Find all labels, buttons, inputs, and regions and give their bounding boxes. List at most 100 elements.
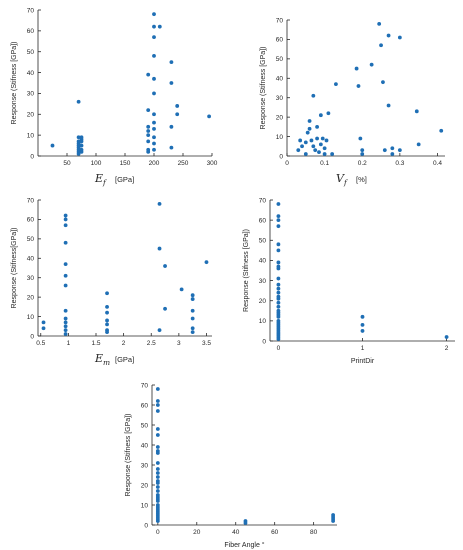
data-point: [360, 329, 365, 333]
data-point: [190, 316, 195, 321]
data-point: [303, 152, 308, 156]
data-point: [318, 113, 323, 118]
data-point: [76, 135, 81, 140]
data-point: [155, 427, 160, 431]
data-point: [155, 451, 160, 455]
data-point: [155, 399, 160, 403]
data-point: [169, 81, 174, 85]
data-point: [63, 320, 68, 325]
data-point: [152, 147, 156, 152]
y-tick-label: 20: [259, 298, 267, 305]
data-point: [276, 286, 281, 291]
x-tick-label: 2.5: [147, 340, 156, 347]
data-point: [169, 124, 174, 129]
data-point: [175, 112, 180, 117]
data-point: [324, 138, 329, 143]
data-point: [356, 84, 361, 88]
chart-panel-1: 0 10 20 30 40 50 60 70 50 100 150 200 250 300 Response…: [11, 7, 218, 187]
chart-panel-2: 0 10 20 30 40 50 60 70 0 0.1 0.2 0.3 0.4 Response (St…: [260, 17, 445, 187]
data-point: [320, 136, 325, 141]
x-axis-label-unit: [GPa]: [115, 355, 134, 364]
data-point: [390, 152, 395, 156]
data-point: [330, 152, 335, 156]
data-point: [360, 322, 365, 327]
data-point: [63, 324, 68, 329]
data-point: [276, 218, 281, 223]
data-point: [276, 300, 281, 305]
data-point: [276, 276, 281, 281]
data-point: [63, 308, 68, 313]
x-axis-label-subscript: f: [343, 178, 348, 187]
x-tick-label: 0.1: [320, 160, 329, 167]
data-point: [377, 21, 382, 26]
data-point: [152, 135, 156, 140]
data-point: [155, 481, 160, 485]
y-tick-label: 70: [259, 197, 267, 204]
y-tick-label: 20: [141, 482, 149, 489]
data-point: [63, 273, 68, 278]
data-point: [105, 304, 109, 309]
x-tick-label: 40: [232, 529, 240, 536]
data-point: [157, 201, 162, 206]
y-tick-label: 30: [141, 462, 149, 469]
x-axis-label: PrintDir: [351, 358, 375, 365]
data-point: [155, 475, 160, 479]
x-tick-label: 0.3: [395, 160, 404, 167]
data-point: [444, 335, 449, 339]
data-point: [298, 138, 303, 143]
y-tick-label: 30: [27, 91, 35, 98]
x-tick-label: 1: [67, 340, 71, 347]
data-point: [307, 126, 312, 131]
data-point: [175, 104, 180, 108]
data-point: [155, 519, 160, 523]
x-tick-label: 250: [178, 160, 189, 167]
chart-panel-4: 0 10 20 30 40 50 60 70 0 1 2 Response (Stifness [GP…: [243, 197, 455, 365]
x-tick-label: 50: [63, 160, 71, 167]
data-point: [190, 326, 195, 331]
data-point: [190, 297, 195, 301]
data-point: [243, 521, 248, 525]
data-point: [334, 82, 338, 87]
x-tick-label: 20: [193, 529, 201, 536]
data-point: [360, 148, 365, 153]
x-tick-label: 0.5: [36, 340, 45, 347]
x-tick-label: 0: [156, 529, 160, 536]
x-axis-label-unit: [GPa]: [115, 175, 134, 184]
data-point: [416, 142, 421, 147]
data-point: [276, 260, 281, 265]
data-point: [307, 119, 312, 123]
data-point: [313, 148, 318, 153]
data-point: [63, 332, 68, 336]
data-point: [322, 146, 327, 151]
y-tick-label: 0: [279, 153, 283, 160]
data-point: [358, 136, 363, 141]
data-point: [318, 142, 323, 147]
data-point: [163, 306, 167, 311]
data-point: [155, 467, 160, 471]
x-axis-label: Fiber Angle °: [224, 541, 264, 549]
data-point: [360, 152, 365, 156]
x-tick-label: 3: [177, 340, 181, 347]
data-point: [146, 124, 151, 129]
data-point: [311, 93, 316, 98]
data-point: [204, 260, 209, 265]
data-point: [190, 308, 195, 313]
data-point: [379, 43, 383, 48]
data-point: [276, 304, 281, 309]
data-point: [276, 290, 281, 295]
data-point: [169, 145, 174, 150]
data-point: [152, 12, 156, 17]
y-tick-label: 70: [276, 17, 284, 24]
data-point: [190, 293, 195, 298]
data-point: [152, 112, 156, 117]
y-tick-label: 40: [141, 442, 149, 449]
x-tick-label: 0.2: [358, 160, 367, 167]
y-tick-label: 40: [27, 256, 35, 263]
y-tick-label: 0: [262, 338, 266, 345]
data-point: [152, 24, 156, 29]
chart-panel-5: 0 10 20 30 40 50 60 70 0 20 40 60 80 Response (Stifne…: [125, 382, 337, 549]
data-point: [326, 111, 331, 116]
x-tick-label: 200: [149, 160, 160, 167]
data-point: [179, 287, 184, 292]
